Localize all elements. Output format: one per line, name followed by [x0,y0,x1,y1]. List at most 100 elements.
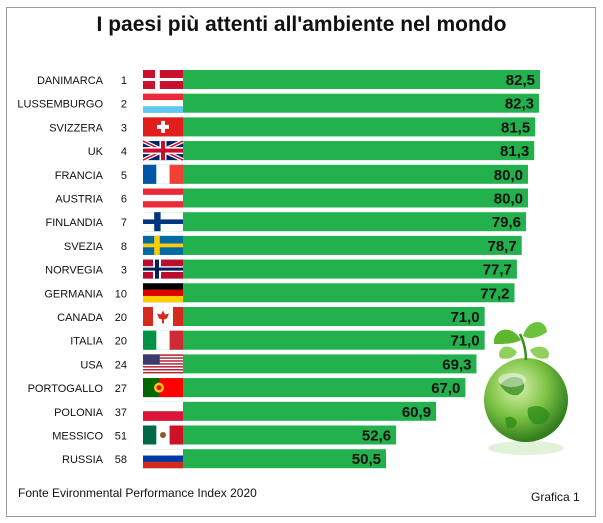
denmark-flag-icon [143,70,183,89]
bar-row: SVIZZERA 3 81,5 [49,117,536,137]
bar-row: DANIMARCA 1 82,5 [37,70,540,89]
rank-label: 1 [121,75,127,87]
bar [143,259,517,279]
bar [143,401,437,421]
value-label: 81,5 [501,119,530,136]
value-label: 81,3 [500,143,529,160]
category-label: SVIZZERA [49,122,103,134]
rank-label: 8 [121,241,127,253]
bar [143,330,485,350]
green-globe-with-sprout-icon [484,321,568,455]
value-label: 77,2 [480,285,509,302]
rank-label: 20 [115,312,127,324]
bar [143,354,477,374]
bar-row: GERMANIA 10 77,2 [44,283,515,303]
rank-label: 37 [115,407,127,419]
italy-flag-icon [143,330,183,350]
bar-row: CANADA 20 71,0 [57,307,485,326]
rank-label: 10 [115,288,127,300]
bar-row: FINLANDIA 7 79,6 [46,212,527,232]
rank-label: 7 [121,217,127,229]
category-label: PORTOGALLO [28,383,104,395]
bar-row: RUSSIA 58 50,5 [62,449,387,469]
rank-label: 58 [115,454,127,466]
russia-flag-icon [143,449,183,469]
norway-flag-icon [143,259,183,279]
bar-row: AUSTRIA 6 80,0 [55,188,528,208]
bar [143,117,536,137]
category-label: SVEZIA [64,241,104,253]
category-label: ITALIA [70,336,103,348]
value-label: 71,0 [450,309,479,326]
rank-label: 6 [121,194,127,206]
category-label: NORVEGIA [45,265,104,277]
value-label: 50,5 [352,451,381,468]
sweden-flag-icon [143,235,183,255]
bar-row: UK 4 81,3 [88,139,535,162]
bar [143,307,485,326]
canada-flag-icon [143,307,183,326]
value-label: 52,6 [362,428,391,445]
rank-label: 24 [115,359,127,371]
chart-title: I paesi più attenti all'ambiente nel mon… [96,13,507,36]
austria-flag-icon [143,188,183,208]
rank-label: 51 [115,431,127,443]
bar [143,425,397,445]
bar-row: SVEZIA 8 78,7 [64,235,522,255]
category-label: USA [80,359,103,371]
category-label: GERMANIA [44,288,103,300]
category-label: RUSSIA [62,454,104,466]
value-label: 78,7 [488,238,517,255]
bar [143,164,528,184]
rank-label: 3 [121,122,127,134]
category-label: AUSTRIA [55,194,103,206]
value-label: 82,3 [505,96,534,113]
bar [143,283,515,303]
bar [143,93,540,113]
rank-label: 27 [115,383,127,395]
category-label: LUSSEMBURGO [17,99,103,111]
category-label: FRANCIA [55,170,104,182]
bar [143,378,466,398]
bar [143,212,527,232]
value-label: 77,7 [483,262,512,279]
category-label: CANADA [57,312,104,324]
value-label: 60,9 [402,404,431,421]
bar-row: PORTOGALLO 27 67,0 [28,378,466,398]
bar-row: NORVEGIA 3 77,7 [45,259,517,279]
value-label: 79,6 [492,214,521,231]
rank-label: 5 [121,170,127,182]
bar-row: ITALIA 20 71,0 [70,330,485,350]
portugal-flag-icon [143,378,183,398]
bar-row: POLONIA 37 60,9 [54,401,437,421]
category-label: DANIMARCA [37,75,104,87]
mexico-flag-icon [143,425,183,445]
rank-label: 20 [115,336,127,348]
value-label: 71,0 [450,333,479,350]
value-label: 67,0 [431,380,460,397]
bar-row: MESSICO 51 52,6 [52,425,397,445]
bar [143,188,528,208]
category-label: POLONIA [54,407,104,419]
bar [143,449,387,469]
rank-label: 2 [121,99,127,111]
finland-flag-icon [143,212,183,232]
poland-flag-icon [143,401,183,421]
value-label: 69,3 [442,356,471,373]
category-label: UK [88,146,104,158]
france-flag-icon [143,164,183,184]
value-label: 82,5 [506,72,535,89]
germany-flag-icon [143,283,183,303]
bar [143,70,540,89]
rank-label: 4 [121,146,127,158]
figure-label: Grafica 1 [531,490,580,504]
bar [143,141,535,161]
switzerland-flag-icon [143,117,183,137]
rank-label: 3 [121,265,127,277]
category-label: MESSICO [52,431,103,443]
uk-flag-icon [142,139,184,162]
bar-row: FRANCIA 5 80,0 [55,164,528,184]
source-note: Fonte Evironmental Performance Index 202… [18,486,257,500]
category-label: FINLANDIA [46,217,104,229]
